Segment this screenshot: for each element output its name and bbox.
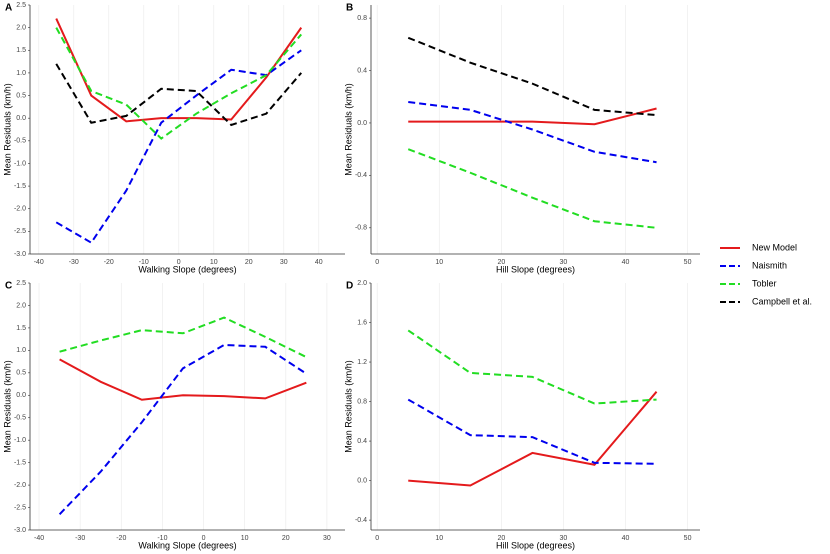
y-tick-label: -1.0 xyxy=(14,437,26,444)
y-tick-label: 0.5 xyxy=(16,370,26,377)
y-tick-label: 1.6 xyxy=(357,319,367,326)
x-tick-label: -20 xyxy=(104,259,114,266)
x-axis-label: Hill Slope (degrees) xyxy=(496,264,575,274)
y-tick-label: 2.0 xyxy=(16,24,26,31)
x-tick-label: 30 xyxy=(280,259,288,266)
x-tick-label: 30 xyxy=(323,535,331,542)
y-tick-label: 2.5 xyxy=(16,2,26,9)
x-tick-label: 50 xyxy=(684,535,692,542)
x-tick-label: 10 xyxy=(435,535,443,542)
series-line xyxy=(59,316,307,358)
y-tick-label: 0.5 xyxy=(16,92,26,99)
y-tick-label: 1.5 xyxy=(16,47,26,54)
series-line xyxy=(407,398,657,465)
y-tick-label: 1.2 xyxy=(357,359,367,366)
y-tick-label: 0.0 xyxy=(16,115,26,122)
y-tick-label: -2.5 xyxy=(14,228,26,235)
y-tick-label: -3.0 xyxy=(14,251,26,258)
series-line xyxy=(55,27,303,140)
x-tick-label: 10 xyxy=(241,535,249,542)
x-tick-label: -40 xyxy=(34,535,44,542)
y-tick-label: -2.5 xyxy=(14,504,26,511)
y-tick-label: -0.8 xyxy=(355,225,367,232)
x-tick-label: 30 xyxy=(560,259,568,266)
x-tick-label: 50 xyxy=(684,259,692,266)
x-tick-label: -30 xyxy=(75,535,85,542)
x-tick-label: 0 xyxy=(375,259,379,266)
x-tick-label: 20 xyxy=(245,259,253,266)
y-tick-label: 1.0 xyxy=(16,70,26,77)
y-tick-label: -2.0 xyxy=(14,482,26,489)
x-tick-label: -10 xyxy=(139,259,149,266)
panel-label: A xyxy=(5,3,12,14)
series-line xyxy=(58,343,307,515)
y-tick-label: -2.0 xyxy=(14,206,26,213)
y-tick-label: 2.0 xyxy=(357,280,367,287)
y-tick-label: 0.4 xyxy=(357,438,367,445)
x-tick-label: 30 xyxy=(560,535,568,542)
panel-label: D xyxy=(346,281,353,292)
y-tick-label: 1.0 xyxy=(16,347,26,354)
series-line xyxy=(55,18,303,123)
series-line xyxy=(407,36,657,117)
x-tick-label: 20 xyxy=(497,535,505,542)
x-tick-label: 0 xyxy=(202,535,206,542)
x-tick-label: -10 xyxy=(157,535,167,542)
y-axis-label: Mean Residuals (km/h) xyxy=(343,83,353,176)
x-axis-label: Walking Slope (degrees) xyxy=(138,540,236,550)
x-axis-label: Walking Slope (degrees) xyxy=(138,264,236,274)
y-tick-label: -3.0 xyxy=(14,527,26,534)
x-tick-label: 20 xyxy=(282,535,290,542)
legend-label: Naismith xyxy=(752,260,787,270)
y-tick-label: 2.0 xyxy=(16,302,26,309)
x-tick-label: -30 xyxy=(69,259,79,266)
x-tick-label: 40 xyxy=(315,259,323,266)
y-tick-label: 0.0 xyxy=(16,392,26,399)
series-line xyxy=(407,329,657,405)
y-tick-label: -1.5 xyxy=(14,459,26,466)
y-tick-label: -1.0 xyxy=(14,160,26,167)
panel-label: B xyxy=(346,3,353,14)
x-tick-label: 10 xyxy=(210,259,218,266)
y-axis-label: Mean Residuals (km/h) xyxy=(343,360,353,453)
series-line xyxy=(59,358,307,401)
panel-label: C xyxy=(5,281,12,292)
x-tick-label: 20 xyxy=(497,259,505,266)
y-tick-label: 0.8 xyxy=(357,15,367,22)
y-tick-label: -0.4 xyxy=(355,517,367,524)
x-tick-label: -40 xyxy=(34,259,44,266)
legend-label: Campbell et al. xyxy=(752,296,812,306)
series-line xyxy=(408,107,657,126)
y-tick-label: 0.0 xyxy=(357,477,367,484)
y-tick-label: 1.5 xyxy=(16,325,26,332)
y-tick-label: 0.4 xyxy=(357,67,367,74)
y-axis-label: Mean Residuals (km/h) xyxy=(2,83,12,176)
x-axis-label: Hill Slope (degrees) xyxy=(496,540,575,550)
y-tick-label: 0.0 xyxy=(357,120,367,127)
legend-label: New Model xyxy=(752,242,797,252)
series-line xyxy=(55,63,303,127)
series-line xyxy=(408,391,658,487)
x-tick-label: -20 xyxy=(116,535,126,542)
series-line xyxy=(55,49,302,245)
legend-label: Tobler xyxy=(752,278,777,288)
x-tick-label: 40 xyxy=(622,259,630,266)
series-line xyxy=(408,100,657,164)
x-tick-label: 10 xyxy=(435,259,443,266)
y-tick-label: 2.5 xyxy=(16,280,26,287)
y-tick-label: -0.5 xyxy=(14,415,26,422)
y-tick-label: -0.4 xyxy=(355,172,367,179)
y-tick-label: 0.8 xyxy=(357,398,367,405)
series-line xyxy=(407,148,657,229)
x-tick-label: 0 xyxy=(375,535,379,542)
y-axis-label: Mean Residuals (km/h) xyxy=(2,360,12,453)
y-tick-label: -1.5 xyxy=(14,183,26,190)
y-tick-label: -0.5 xyxy=(14,138,26,145)
x-tick-label: 0 xyxy=(177,259,181,266)
x-tick-label: 40 xyxy=(622,535,630,542)
